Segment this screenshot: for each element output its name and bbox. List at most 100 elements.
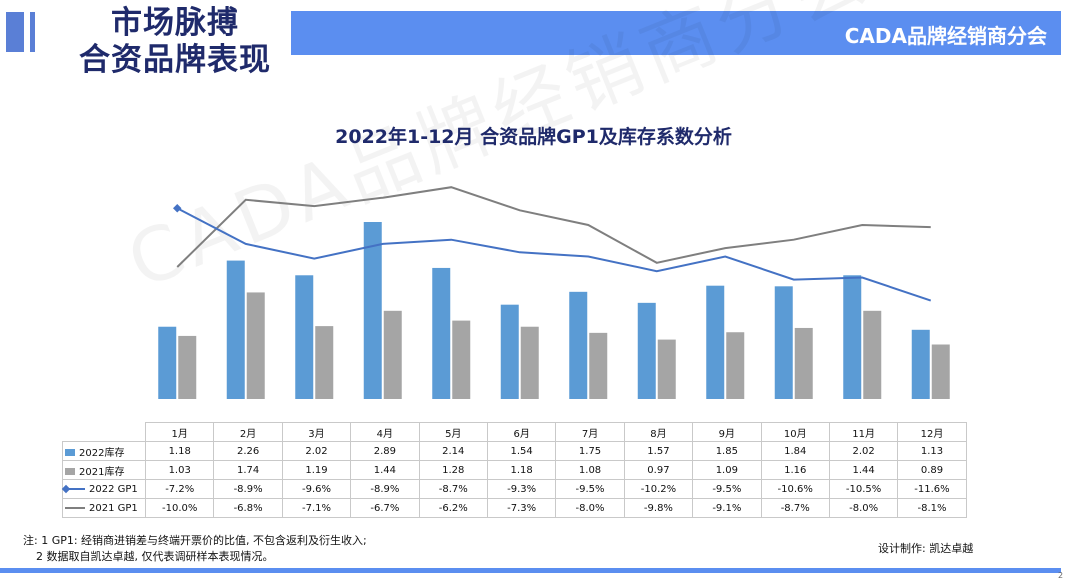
- bar-2022-stock: [911, 329, 930, 399]
- table-cell: 1.08: [555, 460, 625, 480]
- bar-2022-stock: [363, 222, 382, 399]
- table-cell: -8.9%: [213, 479, 283, 499]
- table-cell: 1.44: [828, 460, 899, 480]
- table-cell: -6.7%: [350, 498, 420, 518]
- table-cell: -9.8%: [623, 498, 694, 518]
- table-cell: -8.7%: [760, 498, 830, 518]
- line-2022-gp1-marker: [173, 203, 182, 213]
- table-cell: -8.0%: [555, 498, 625, 518]
- table-cell: -8.0%: [828, 498, 899, 518]
- legend-diamond-icon: [61, 484, 71, 493]
- table-header-month: 8月: [623, 422, 694, 442]
- footnote-1: 注: 1 GP1: 经销商进销差与终端开票价的比值, 不包含返利及衍生收入;: [23, 534, 367, 547]
- table-cell: 1.85: [692, 441, 762, 461]
- table-header-month: 1月: [144, 422, 215, 442]
- bar-2022-stock: [432, 267, 451, 399]
- table-cell: 1.19: [281, 460, 352, 480]
- header-accent-stripe: [30, 12, 35, 52]
- table-cell: -9.5%: [555, 479, 625, 499]
- chart-title: 2022年1-12月 合资品牌GP1及库存系数分析: [335, 126, 732, 148]
- table-row: 1月 2月 3月 4月 5月 6月 7月 8月 9月 10月 11月 12月: [63, 422, 967, 442]
- bar-2021-stock: [589, 332, 608, 399]
- table-cell: 1.74: [213, 460, 283, 480]
- table-header-month: 12月: [897, 422, 967, 442]
- bar-2021-stock: [246, 292, 265, 399]
- table-cell: -7.3%: [486, 498, 557, 518]
- table-header-month: 5月: [418, 422, 488, 442]
- table-header-month: 6月: [486, 422, 557, 442]
- table-cell: -8.7%: [418, 479, 488, 499]
- table-cell: 1.57: [623, 441, 694, 461]
- bar-2022-stock: [774, 286, 793, 399]
- table-cell: 1.13: [897, 441, 967, 461]
- legend-2022-gp1-swatch: [61, 484, 85, 493]
- table-cell: 1.44: [350, 460, 420, 480]
- table-cell: -10.2%: [623, 479, 694, 499]
- table-row: 2021 GP1 -10.0% -6.8% -7.1% -6.7% -6.2% -7.3% -…: [62, 498, 967, 518]
- table-cell: -7.2%: [144, 479, 215, 499]
- line-2022-gp1: [176, 207, 932, 302]
- table-cell: 1.09: [692, 460, 762, 480]
- table-cell: 2.02: [828, 441, 899, 461]
- table-cell: -8.1%: [897, 498, 967, 518]
- footnote-2: 2 数据取自凯达卓越, 仅代表调研样本表现情况。: [36, 550, 274, 563]
- table-cell: 1.18: [486, 460, 557, 480]
- table-header-month: 10月: [760, 422, 830, 442]
- table-cell: 1.75: [555, 441, 625, 461]
- chart-data-table: 1月 2月 3月 4月 5月 6月 7月 8月 9月 10月 11月 12月 2022库存 1.18 2.2…: [61, 422, 967, 518]
- table-cell: -9.5%: [692, 479, 762, 499]
- bar-2021-stock: [315, 326, 334, 399]
- bar-2021-stock: [931, 344, 950, 399]
- bar-2022-stock: [706, 285, 725, 399]
- footer-bar: [0, 568, 1061, 573]
- table-cell: -11.6%: [897, 479, 967, 499]
- table-cell: 2.02: [281, 441, 352, 461]
- line-2021-gp1: [176, 186, 931, 268]
- table-row: 2021库存 1.03 1.74 1.19 1.44 1.28 1.18 1.08 0.97 1.…: [62, 460, 967, 480]
- table-row-header: 2022 GP1: [61, 479, 146, 499]
- page-title-line1: 市场脉搏: [111, 5, 239, 41]
- page-number: 2: [1058, 571, 1064, 580]
- table-row: 2022 GP1 -7.2% -8.9% -9.6% -8.9% -8.7% -9.3% -9…: [61, 479, 967, 499]
- page-title: 市场脉搏 合资品牌表现: [60, 5, 290, 79]
- table-cell: 1.28: [418, 460, 488, 480]
- table-cell: -9.1%: [692, 498, 762, 518]
- bar-2021-stock: [452, 320, 471, 399]
- table-header-month: 3月: [281, 422, 352, 442]
- bar-2021-stock: [657, 339, 676, 399]
- bar-2021-stock: [794, 327, 813, 399]
- table-cell: -6.2%: [418, 498, 488, 518]
- table-cell: 1.84: [760, 441, 830, 461]
- table-header-month: 2月: [213, 422, 283, 442]
- table-cell: 1.16: [760, 460, 830, 480]
- table-cell: 1.54: [486, 441, 557, 461]
- bar-2022-stock: [500, 304, 519, 399]
- bar-2022-stock: [637, 302, 656, 399]
- legend-label: 2021库存: [79, 466, 125, 478]
- table-header-month: 9月: [692, 422, 762, 442]
- table-cell: 0.97: [623, 460, 694, 480]
- table-row-header: 2021库存: [62, 460, 146, 480]
- table-cell: 1.03: [144, 460, 215, 480]
- bar-2021-stock: [726, 332, 745, 399]
- legend-label: 2021 GP1: [89, 502, 138, 514]
- table-header-month: 11月: [828, 422, 899, 442]
- header-accent-block: [6, 12, 24, 52]
- table-cell: -8.9%: [350, 479, 420, 499]
- bar-2022-stock: [226, 260, 245, 399]
- table-cell: 2.89: [350, 441, 420, 461]
- design-credit: 设计制作: 凯达卓越: [878, 542, 974, 555]
- table-row: 2022库存 1.18 2.26 2.02 2.89 2.14 1.54 1.75 1.57 1.…: [62, 441, 967, 461]
- page-title-line2: 合资品牌表现: [79, 42, 271, 78]
- bar-2021-stock: [178, 335, 197, 399]
- table-cell: 2.26: [213, 441, 283, 461]
- bar-2022-stock: [843, 275, 862, 399]
- table-row-header: 2022库存: [62, 441, 146, 461]
- table-cell: 1.18: [144, 441, 215, 461]
- banner-title: CADA品牌经销商分会: [844, 24, 1047, 48]
- legend-2022-stock-swatch: [65, 449, 75, 456]
- table-cell: 2.14: [418, 441, 488, 461]
- legend-2021-gp1-swatch: [65, 506, 85, 509]
- table-cell: -10.5%: [828, 479, 899, 499]
